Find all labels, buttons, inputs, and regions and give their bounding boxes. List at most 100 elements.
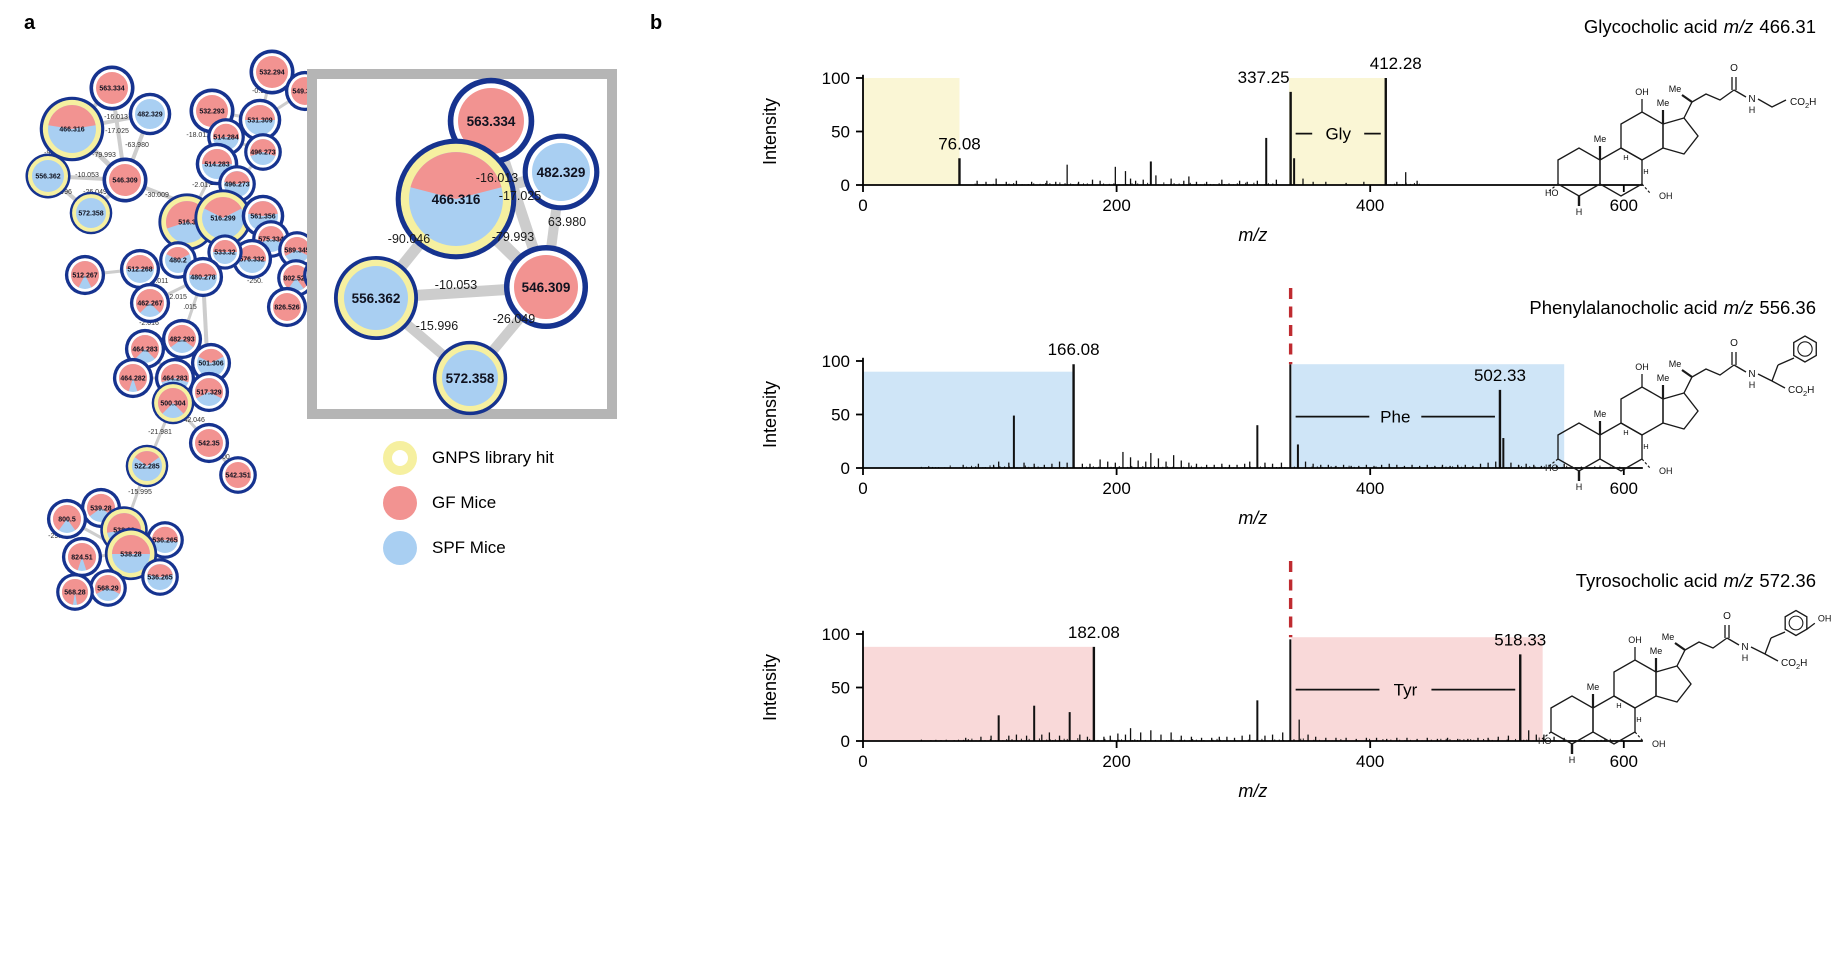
node-label: 563.334 bbox=[99, 86, 124, 93]
node-label: 496.273 bbox=[224, 182, 249, 189]
peak-label: 518.33 bbox=[1494, 630, 1546, 649]
x-tick-label: 600 bbox=[1610, 479, 1638, 498]
atom-label: Me bbox=[1587, 682, 1600, 692]
peak-label: 502.33 bbox=[1474, 366, 1526, 385]
atom-label: H bbox=[1742, 653, 1749, 663]
network-node: 536.265 bbox=[141, 558, 179, 596]
peak-label: 412.28 bbox=[1370, 54, 1422, 73]
node-label: 501.306 bbox=[198, 361, 223, 368]
node-label: 572.358 bbox=[78, 211, 103, 218]
edge-label: -42.046 bbox=[181, 417, 205, 424]
node-label: 532.293 bbox=[199, 109, 224, 116]
edge-label: .015 bbox=[183, 304, 197, 311]
x-tick-label: 200 bbox=[1102, 196, 1130, 215]
edge-label: -16.013 bbox=[104, 114, 128, 121]
network-node: 542.35 bbox=[188, 422, 230, 464]
node-label: 482.329 bbox=[137, 112, 162, 119]
node-label: 800.5 bbox=[58, 517, 76, 524]
atom-label: H bbox=[1623, 428, 1628, 437]
atom-label: OH bbox=[1818, 613, 1832, 623]
node-label: 512.268 bbox=[127, 267, 152, 274]
atom-label: H bbox=[1643, 167, 1648, 176]
node-label: 480.278 bbox=[190, 275, 215, 282]
node-label: 482.293 bbox=[169, 337, 194, 344]
node-label: 568.28 bbox=[64, 590, 86, 597]
atom-label: CO2H bbox=[1788, 385, 1814, 398]
network-node: 462.267 bbox=[129, 282, 171, 324]
atom-label: OH bbox=[1659, 191, 1673, 201]
legend-label: SPF Mice bbox=[432, 538, 506, 557]
node-label: 496.273 bbox=[250, 150, 275, 157]
x-tick-label: 0 bbox=[858, 479, 867, 498]
inset-edge-label: -15.996 bbox=[416, 319, 458, 333]
node-label: 531.309 bbox=[247, 118, 272, 125]
node-label: 546.309 bbox=[522, 280, 571, 295]
inset-edge-label: -16.013 bbox=[476, 171, 518, 185]
network-node: 512.268 bbox=[119, 248, 161, 290]
edge-label: -2.017 bbox=[192, 182, 212, 189]
atom-label: H bbox=[1643, 442, 1648, 451]
x-axis-title: m/z bbox=[1238, 508, 1267, 528]
peak-label: 337.25 bbox=[1238, 68, 1290, 87]
edge-label: -21.981 bbox=[148, 429, 172, 436]
inset-edge-label: 63.980 bbox=[548, 215, 586, 229]
y-tick-label: 0 bbox=[841, 176, 850, 195]
atom-label: CO2H bbox=[1790, 97, 1816, 110]
y-axis-title: Intensity bbox=[760, 98, 780, 165]
ms-spectrum-phenylalanocholic: 166.08 502.33 Phe 0 50 100 0 200 400 600 m/z Intens… bbox=[760, 288, 1643, 528]
x-axis-title: m/z bbox=[1238, 781, 1267, 801]
y-tick-label: 100 bbox=[822, 625, 850, 644]
atom-label: H bbox=[1576, 482, 1583, 492]
shaded-region bbox=[863, 78, 960, 185]
node-label: 500.304 bbox=[160, 401, 185, 408]
spectrum-2-title: Phenylalanocholic acid m/z 556.36 bbox=[1529, 297, 1816, 318]
node-label: 539.28 bbox=[90, 506, 112, 513]
node-label: 575.334 bbox=[258, 237, 283, 244]
network-node: 568.29 bbox=[89, 569, 127, 607]
network-node: 556.362 bbox=[25, 153, 71, 199]
network-inset: 563.334 482.329 466.316 546.309 556.362 572.3… bbox=[307, 69, 617, 419]
y-tick-label: 0 bbox=[841, 459, 850, 478]
network-node: 542.351 bbox=[219, 456, 257, 494]
node-label: 533.32 bbox=[214, 250, 236, 257]
network-node: 464.282 bbox=[112, 357, 154, 399]
atom-label: O bbox=[1730, 63, 1738, 74]
node-label: 556.362 bbox=[352, 291, 401, 306]
x-tick-label: 200 bbox=[1102, 479, 1130, 498]
edge-label: -15.995 bbox=[128, 489, 152, 496]
atom-label: Me bbox=[1669, 359, 1682, 369]
shaded-region bbox=[1289, 78, 1386, 185]
x-tick-label: 200 bbox=[1102, 752, 1130, 771]
atom-label: HO bbox=[1538, 736, 1552, 746]
node-label: 826.526 bbox=[274, 305, 299, 312]
network-node: 826.526 bbox=[266, 286, 308, 328]
atom-label: H bbox=[1616, 701, 1621, 710]
atom-label: Me bbox=[1662, 632, 1675, 642]
network-node: 464.283 bbox=[124, 328, 166, 370]
node-label: 464.282 bbox=[120, 376, 145, 383]
atom-label: Me bbox=[1594, 409, 1607, 419]
atom-label: N bbox=[1748, 94, 1755, 105]
atom-label: N bbox=[1748, 369, 1755, 380]
network-node: 482.329 bbox=[522, 133, 600, 211]
node-label: 824.51 bbox=[71, 555, 93, 562]
network-node: 516.299 bbox=[194, 189, 252, 247]
atom-label: OH bbox=[1652, 739, 1666, 749]
node-label: 482.329 bbox=[537, 165, 586, 180]
node-label: 536.265 bbox=[152, 538, 177, 545]
atom-label: H bbox=[1749, 105, 1756, 115]
node-label: 542.35 bbox=[198, 441, 220, 448]
bracket-label: Gly bbox=[1325, 125, 1351, 144]
network-node: 482.329 bbox=[128, 92, 172, 136]
x-tick-label: 400 bbox=[1356, 752, 1384, 771]
ms-spectrum-glycocholic: 76.08 337.25 412.28 Gly 0 50 100 0 200 400 600 m/z I… bbox=[760, 54, 1643, 245]
atom-label: Me bbox=[1669, 84, 1682, 94]
node-label: 480.2 bbox=[169, 258, 187, 265]
network-legend: GNPS library hit GF Mice SPF Mice bbox=[383, 441, 554, 576]
edge-label: -10.053 bbox=[75, 172, 99, 179]
edge-label: -79.993 bbox=[92, 152, 116, 159]
atom-label: OH bbox=[1628, 635, 1642, 645]
